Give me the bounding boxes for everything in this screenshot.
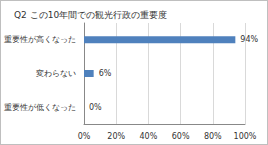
svg-text:重要性が低くなった: 重要性が低くなった [4,103,76,112]
svg-text:0%: 0% [78,132,91,141]
svg-text:60%: 60% [172,132,190,141]
svg-text:40%: 40% [140,132,158,141]
svg-text:6%: 6% [99,69,112,78]
svg-text:変わらない: 変わらない [36,69,76,78]
svg-text:20%: 20% [107,132,125,141]
svg-text:80%: 80% [204,132,222,141]
svg-text:100%: 100% [234,132,257,141]
svg-text:重要性が高くなった: 重要性が高くなった [4,35,76,44]
svg-text:Q2 この10年間での観光行政の重要度: Q2 この10年間での観光行政の重要度 [14,10,167,20]
svg-text:0%: 0% [89,103,102,112]
svg-text:94%: 94% [240,35,258,44]
